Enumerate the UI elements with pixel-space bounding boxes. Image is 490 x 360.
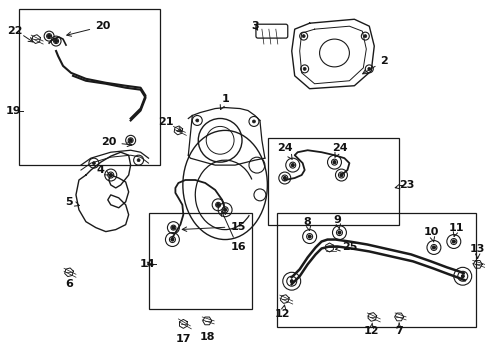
Bar bbox=[268, 138, 399, 225]
Circle shape bbox=[93, 162, 96, 165]
Text: 13: 13 bbox=[470, 244, 486, 258]
Circle shape bbox=[290, 280, 293, 283]
Circle shape bbox=[223, 208, 226, 211]
Circle shape bbox=[48, 35, 50, 37]
Text: 6: 6 bbox=[65, 279, 73, 289]
Text: 8: 8 bbox=[304, 217, 312, 230]
Circle shape bbox=[433, 246, 436, 249]
Bar bbox=[19, 9, 161, 165]
Circle shape bbox=[171, 238, 174, 241]
Text: 9: 9 bbox=[334, 215, 342, 229]
Circle shape bbox=[217, 203, 220, 206]
Circle shape bbox=[54, 40, 57, 42]
Text: 10: 10 bbox=[423, 226, 439, 242]
Circle shape bbox=[48, 35, 50, 37]
Circle shape bbox=[433, 246, 436, 249]
Circle shape bbox=[129, 139, 132, 142]
Circle shape bbox=[333, 161, 336, 164]
Text: 24: 24 bbox=[332, 143, 347, 157]
Text: 3: 3 bbox=[251, 21, 259, 31]
Text: 19: 19 bbox=[5, 105, 21, 116]
Circle shape bbox=[217, 203, 220, 206]
Circle shape bbox=[171, 238, 174, 241]
Text: 18: 18 bbox=[199, 332, 215, 342]
Circle shape bbox=[137, 159, 140, 162]
Circle shape bbox=[338, 231, 341, 234]
Circle shape bbox=[302, 35, 305, 37]
Circle shape bbox=[308, 235, 311, 238]
Text: 22: 22 bbox=[7, 26, 23, 36]
Circle shape bbox=[368, 67, 371, 70]
Text: 24: 24 bbox=[277, 143, 293, 159]
Text: 17: 17 bbox=[175, 334, 191, 344]
Text: 12: 12 bbox=[364, 323, 379, 336]
Text: 14: 14 bbox=[140, 259, 155, 269]
Circle shape bbox=[333, 161, 336, 164]
Circle shape bbox=[340, 174, 343, 176]
Circle shape bbox=[223, 208, 226, 211]
Text: 5: 5 bbox=[65, 197, 79, 207]
Circle shape bbox=[196, 119, 199, 122]
Circle shape bbox=[308, 235, 311, 238]
Text: 4: 4 bbox=[97, 165, 110, 175]
Text: 15: 15 bbox=[182, 222, 245, 231]
Circle shape bbox=[461, 275, 464, 278]
Circle shape bbox=[283, 176, 286, 180]
Text: 11: 11 bbox=[449, 222, 465, 237]
Text: 21: 21 bbox=[158, 117, 182, 131]
Text: 12: 12 bbox=[275, 305, 291, 319]
Circle shape bbox=[303, 67, 306, 70]
Circle shape bbox=[338, 231, 341, 234]
Circle shape bbox=[340, 174, 343, 176]
Text: 20: 20 bbox=[67, 21, 111, 36]
Text: 25: 25 bbox=[336, 243, 357, 252]
Text: 2: 2 bbox=[363, 56, 388, 74]
Text: 1: 1 bbox=[220, 94, 229, 109]
Circle shape bbox=[290, 280, 293, 283]
Circle shape bbox=[452, 240, 455, 243]
Circle shape bbox=[172, 226, 175, 229]
Circle shape bbox=[364, 35, 367, 37]
Circle shape bbox=[461, 275, 464, 278]
Text: 20: 20 bbox=[101, 137, 132, 147]
Bar bbox=[277, 213, 476, 327]
Bar bbox=[148, 213, 252, 309]
Circle shape bbox=[109, 174, 112, 176]
Circle shape bbox=[291, 164, 294, 167]
Circle shape bbox=[129, 139, 132, 142]
Circle shape bbox=[54, 40, 57, 42]
Circle shape bbox=[283, 176, 286, 180]
Circle shape bbox=[252, 120, 255, 123]
Circle shape bbox=[109, 174, 112, 176]
Circle shape bbox=[291, 164, 294, 167]
Circle shape bbox=[172, 226, 175, 229]
Text: 7: 7 bbox=[395, 323, 403, 336]
Text: 23: 23 bbox=[395, 180, 415, 190]
Circle shape bbox=[452, 240, 455, 243]
Text: 16: 16 bbox=[221, 211, 246, 252]
